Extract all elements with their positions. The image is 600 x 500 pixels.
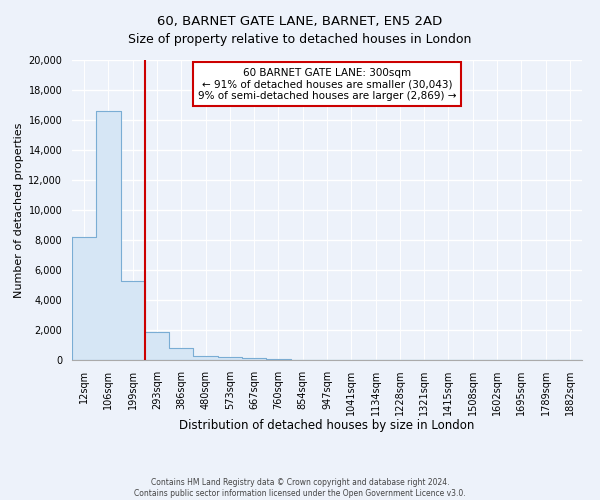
Text: Contains HM Land Registry data © Crown copyright and database right 2024.
Contai: Contains HM Land Registry data © Crown c… [134,478,466,498]
Text: 60, BARNET GATE LANE, BARNET, EN5 2AD: 60, BARNET GATE LANE, BARNET, EN5 2AD [157,15,443,28]
Text: Size of property relative to detached houses in London: Size of property relative to detached ho… [128,32,472,46]
Text: 60 BARNET GATE LANE: 300sqm
← 91% of detached houses are smaller (30,043)
9% of : 60 BARNET GATE LANE: 300sqm ← 91% of det… [198,68,456,100]
X-axis label: Distribution of detached houses by size in London: Distribution of detached houses by size … [179,420,475,432]
Y-axis label: Number of detached properties: Number of detached properties [14,122,24,298]
